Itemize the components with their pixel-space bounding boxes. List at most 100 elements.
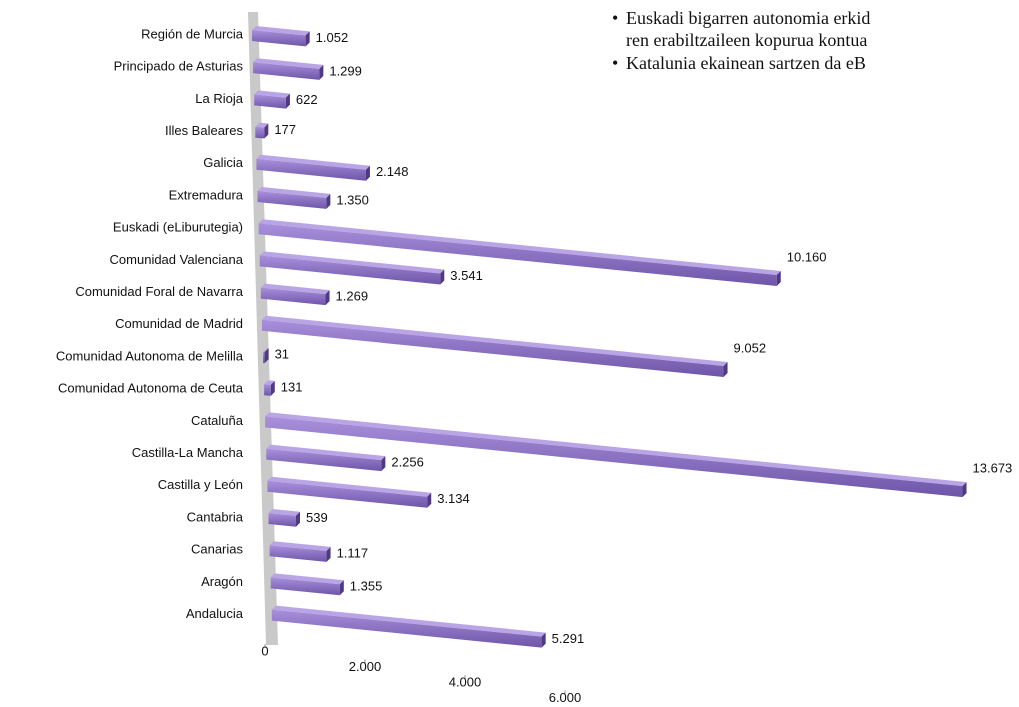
bar — [256, 158, 366, 181]
y-tick-label: Illes Baleares — [165, 123, 244, 138]
bar-end — [295, 511, 300, 527]
bar-end — [962, 482, 967, 498]
bar — [259, 255, 441, 285]
y-tick-label: Euskadi (eLiburutegia) — [113, 220, 243, 235]
bar-end — [541, 632, 546, 648]
bar-end — [776, 271, 781, 287]
y-tick-label: Aragón — [201, 574, 243, 589]
data-label: 5.291 — [552, 631, 585, 646]
data-label: 3.541 — [450, 268, 483, 283]
y-tick-label: Principado de Asturias — [114, 59, 244, 74]
data-label: 1.052 — [316, 30, 349, 45]
bar-top — [270, 573, 344, 585]
bar-top — [259, 251, 445, 274]
y-tick-label: Extremadura — [169, 187, 244, 202]
bar-end — [339, 580, 344, 596]
data-label: 539 — [306, 510, 328, 525]
data-label: 13.673 — [973, 461, 1013, 476]
bar — [265, 416, 963, 498]
bar-top — [271, 605, 546, 637]
bar — [257, 191, 327, 209]
bar-top — [268, 509, 300, 516]
bar-top — [258, 219, 781, 276]
bar — [254, 94, 286, 109]
bar-end — [325, 290, 330, 306]
bar-top — [260, 283, 330, 295]
y-tick-label: Comunidad Autonoma de Ceuta — [58, 381, 244, 396]
bar-end — [305, 31, 310, 47]
x-tick-label: 2.000 — [349, 659, 382, 674]
y-tick-label: Andalucia — [186, 606, 244, 621]
bullet: • — [612, 8, 618, 28]
bar-end — [440, 269, 445, 285]
bar-end — [723, 361, 728, 377]
y-tick-label: Castilla-La Mancha — [132, 445, 244, 460]
data-label: 1.269 — [336, 289, 369, 304]
y-tick-label: Castilla y León — [158, 477, 243, 492]
data-label: 10.160 — [787, 249, 827, 264]
bullet: • — [612, 53, 618, 73]
bar-end — [319, 64, 324, 80]
data-label: 1.355 — [350, 579, 383, 594]
bar-end — [270, 380, 275, 396]
bar — [270, 577, 340, 596]
bar-top — [254, 90, 290, 98]
bar-end — [326, 546, 331, 562]
data-label: 2.256 — [391, 455, 424, 470]
y-tick-label: Comunidad de Madrid — [115, 316, 243, 331]
bar — [253, 62, 320, 80]
y-tick-label: Comunidad Foral de Navarra — [75, 284, 243, 299]
bar-top — [266, 444, 386, 461]
bar — [271, 609, 542, 648]
bar — [268, 513, 296, 527]
data-label: 1.117 — [337, 545, 369, 560]
bar-top — [263, 348, 269, 353]
data-label: 131 — [281, 379, 303, 394]
bar — [269, 545, 327, 562]
bar-top — [256, 154, 370, 170]
annotation: ren erabiltzaileen kopurua kontua — [626, 30, 867, 50]
data-label: 177 — [274, 122, 296, 137]
y-tick-label: La Rioja — [195, 91, 243, 106]
x-tick-label: 0 — [261, 643, 268, 658]
bar-top — [264, 380, 275, 385]
bar-end — [285, 93, 290, 109]
y-tick-label: Canarias — [191, 542, 244, 557]
bar — [263, 352, 265, 364]
bar-top — [267, 476, 432, 497]
bar — [255, 126, 265, 139]
x-tick-label: 6.000 — [549, 690, 582, 702]
bar — [261, 319, 724, 377]
y-tick-label: Región de Murcia — [141, 26, 244, 41]
bar — [258, 223, 777, 287]
bar — [260, 287, 326, 306]
annotation: Katalunia ekainean sartzen da eB — [626, 53, 866, 73]
bar-end — [427, 492, 432, 508]
data-label: 9.052 — [734, 340, 767, 355]
bar-top — [252, 26, 310, 36]
data-label: 622 — [296, 92, 318, 107]
bar — [267, 480, 428, 508]
y-tick-label: Galicia — [203, 155, 244, 170]
y-tick-label: Cataluña — [191, 413, 244, 428]
data-label: 3.134 — [437, 491, 470, 506]
bar-end — [264, 348, 269, 364]
bar — [264, 384, 271, 396]
bar-top — [255, 122, 269, 128]
x-tick-label: 4.000 — [449, 674, 482, 689]
y-tick-label: Comunidad Autonoma de Melilla — [56, 348, 244, 363]
bar-top — [269, 541, 331, 551]
data-label: 2.148 — [376, 164, 409, 179]
bar-top — [257, 187, 331, 198]
data-label: 1.350 — [336, 192, 369, 207]
data-label: 31 — [275, 347, 289, 362]
bar-end — [365, 165, 370, 181]
bar-end — [381, 456, 386, 472]
bar-top — [265, 412, 967, 487]
data-label: 1.299 — [329, 63, 362, 78]
bar — [252, 30, 306, 47]
y-tick-label: Cantabria — [187, 509, 244, 524]
y-tick-label: Comunidad Valenciana — [110, 252, 244, 267]
annotation: Euskadi bigarren autonomia erkid — [626, 8, 870, 28]
